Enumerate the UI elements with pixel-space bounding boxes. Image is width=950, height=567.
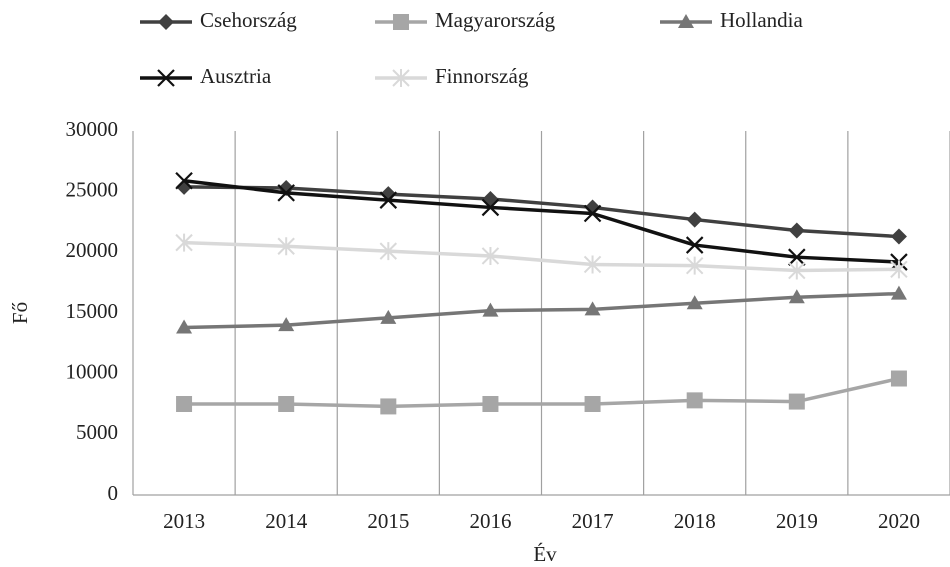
legend-marker <box>393 14 409 30</box>
legend-marker <box>158 14 174 30</box>
point-marker <box>175 233 193 252</box>
y-tick-label: 20000 <box>66 238 119 262</box>
point-marker <box>584 396 601 412</box>
legend-marker <box>678 14 694 28</box>
legend-label: Magyarország <box>435 8 556 32</box>
point-marker <box>788 222 805 239</box>
point-marker <box>481 246 500 265</box>
x-tick-label: 2016 <box>469 509 511 533</box>
x-tick-label: 2020 <box>878 509 920 533</box>
series-line <box>184 240 899 273</box>
point-marker <box>583 204 602 223</box>
x-tick-label: 2017 <box>572 509 614 533</box>
point-marker <box>482 396 499 412</box>
y-axis-label: Fő <box>8 302 32 324</box>
y-tick-label: 5000 <box>76 420 118 444</box>
y-tick-label: 0 <box>108 481 119 505</box>
point-marker <box>584 301 601 316</box>
y-tick-label: 30000 <box>66 117 119 141</box>
x-tick-label: 2015 <box>367 509 409 533</box>
point-marker <box>686 392 703 409</box>
point-marker <box>379 242 398 261</box>
y-tick-label: 10000 <box>66 359 119 383</box>
point-marker <box>890 260 908 279</box>
point-marker <box>481 198 500 217</box>
x-tick-label: 2019 <box>776 509 818 533</box>
point-marker <box>788 393 805 410</box>
point-marker <box>482 190 499 207</box>
legend-label: Hollandia <box>720 8 803 32</box>
point-marker <box>176 396 193 412</box>
point-marker <box>278 396 295 412</box>
point-marker <box>583 255 602 274</box>
point-marker <box>380 186 397 203</box>
series-line <box>184 185 900 239</box>
point-marker <box>788 289 805 304</box>
legend-label: Ausztria <box>200 64 272 88</box>
legend-marker <box>157 69 175 87</box>
point-marker <box>278 317 295 332</box>
point-marker <box>890 370 907 387</box>
point-marker <box>482 302 499 317</box>
point-marker <box>685 236 704 254</box>
series-line <box>183 179 900 264</box>
point-marker <box>380 309 397 324</box>
point-marker <box>788 248 806 266</box>
point-marker <box>277 184 295 202</box>
point-marker <box>788 261 806 280</box>
legend-marker <box>392 69 410 87</box>
point-marker <box>584 199 601 216</box>
legend-label: Csehország <box>200 8 297 32</box>
legend-label: Finnország <box>435 64 529 88</box>
point-marker <box>379 191 398 209</box>
x-tick-label: 2013 <box>163 509 205 533</box>
y-tick-label: 15000 <box>66 299 119 323</box>
point-marker <box>380 398 397 415</box>
point-marker <box>890 285 907 300</box>
x-tick-label: 2018 <box>674 509 716 533</box>
point-marker <box>686 295 703 310</box>
point-marker <box>277 237 295 256</box>
point-marker <box>175 171 193 190</box>
series-line <box>184 291 900 330</box>
y-tick-label: 25000 <box>66 177 119 201</box>
x-tick-label: 2014 <box>265 509 308 533</box>
x-axis-label: Év <box>533 542 557 566</box>
series-line <box>184 376 900 409</box>
point-marker <box>890 228 907 245</box>
point-marker <box>685 256 704 275</box>
point-marker <box>686 211 703 228</box>
point-marker <box>176 319 193 334</box>
